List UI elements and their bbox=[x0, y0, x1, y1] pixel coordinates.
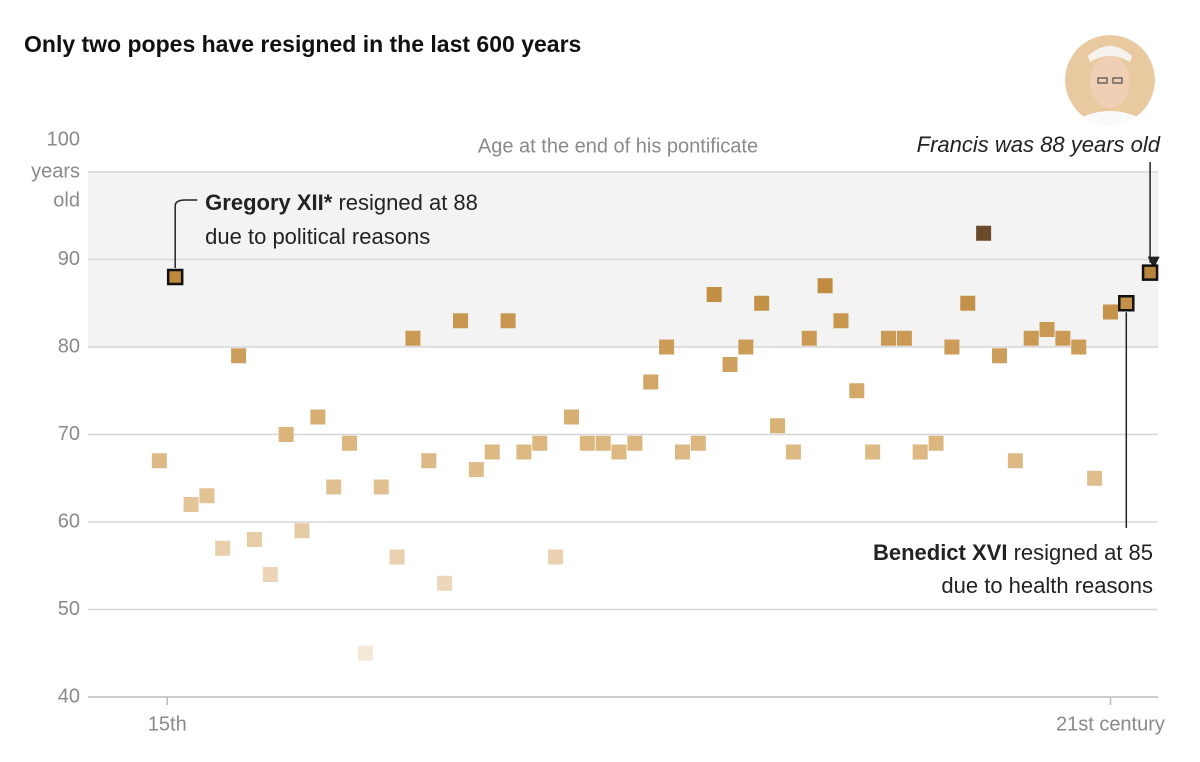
point bbox=[500, 313, 516, 329]
subtitle: Age at the end of his pontificate bbox=[478, 135, 758, 157]
point bbox=[928, 435, 944, 451]
point bbox=[722, 357, 738, 372]
point bbox=[643, 374, 659, 390]
point bbox=[278, 427, 294, 442]
y-tick-label: 50 bbox=[58, 598, 80, 620]
annotation-name: Benedict XVI bbox=[873, 540, 1007, 565]
point bbox=[262, 567, 278, 582]
point bbox=[611, 444, 627, 460]
annotation-text: due to health reasons bbox=[941, 573, 1153, 598]
y-unit: old bbox=[53, 189, 80, 211]
point bbox=[231, 348, 247, 364]
y-tick-label: 40 bbox=[58, 685, 80, 707]
point bbox=[484, 444, 500, 460]
point bbox=[1118, 295, 1135, 312]
annotation-text: resigned at 85 bbox=[1014, 540, 1153, 565]
point bbox=[706, 287, 722, 302]
point bbox=[785, 444, 801, 460]
annotation-text: Francis was 88 years old bbox=[917, 132, 1161, 157]
y-tick-label: 100 bbox=[47, 128, 80, 150]
annotation: Gregory XII* resigned at 88 bbox=[205, 190, 478, 215]
point bbox=[912, 444, 928, 460]
point bbox=[801, 330, 817, 346]
point bbox=[1023, 330, 1039, 346]
point bbox=[833, 313, 849, 329]
point bbox=[532, 435, 548, 451]
point bbox=[405, 330, 421, 346]
y-tick-label: 60 bbox=[58, 510, 80, 532]
annotation-text: due to political reasons bbox=[205, 224, 430, 249]
point bbox=[849, 383, 865, 399]
point bbox=[817, 278, 833, 294]
point bbox=[1055, 330, 1071, 346]
point bbox=[1039, 322, 1055, 337]
point bbox=[1141, 264, 1159, 281]
point bbox=[421, 453, 437, 469]
chart-title: Only two popes have resigned in the last… bbox=[24, 31, 581, 57]
point bbox=[896, 330, 912, 346]
point bbox=[246, 532, 262, 547]
point bbox=[151, 453, 167, 469]
point bbox=[516, 444, 532, 460]
point bbox=[1102, 304, 1118, 320]
point bbox=[563, 409, 579, 425]
point bbox=[453, 313, 469, 329]
x-tick-label: 15th bbox=[148, 713, 187, 735]
point bbox=[437, 575, 453, 591]
point bbox=[944, 339, 960, 355]
annotation-line bbox=[174, 199, 198, 268]
point bbox=[595, 435, 611, 451]
point bbox=[199, 488, 215, 504]
point bbox=[960, 295, 976, 311]
point bbox=[579, 435, 595, 451]
point bbox=[166, 268, 184, 286]
point bbox=[326, 479, 342, 495]
y-tick-label: 90 bbox=[58, 248, 80, 270]
x-tick-label: 21st century bbox=[1056, 713, 1165, 735]
point bbox=[342, 435, 358, 451]
point bbox=[548, 549, 564, 565]
annotation: Benedict XVI resigned at 85 bbox=[873, 540, 1153, 565]
point bbox=[389, 549, 405, 565]
point bbox=[865, 444, 881, 460]
y-tick-label: 80 bbox=[58, 335, 80, 357]
point bbox=[754, 295, 770, 311]
point bbox=[1071, 339, 1087, 355]
y-unit: years bbox=[31, 160, 80, 182]
point bbox=[183, 497, 199, 512]
point bbox=[881, 330, 897, 346]
point bbox=[770, 418, 786, 434]
point bbox=[991, 348, 1007, 364]
portrait bbox=[1065, 35, 1155, 125]
point bbox=[294, 523, 310, 539]
point bbox=[1007, 453, 1023, 469]
point bbox=[627, 435, 643, 451]
point bbox=[690, 435, 706, 451]
point bbox=[659, 339, 675, 355]
point bbox=[738, 339, 754, 355]
point bbox=[674, 444, 690, 460]
y-tick-label: 70 bbox=[58, 423, 80, 445]
point bbox=[468, 462, 484, 477]
point bbox=[357, 645, 373, 661]
point bbox=[310, 409, 326, 425]
point bbox=[1087, 470, 1103, 486]
annotation-text: resigned at 88 bbox=[338, 190, 477, 215]
point bbox=[215, 540, 231, 556]
point bbox=[976, 225, 992, 241]
point bbox=[373, 479, 389, 495]
annotation-name: Gregory XII* bbox=[205, 190, 333, 215]
